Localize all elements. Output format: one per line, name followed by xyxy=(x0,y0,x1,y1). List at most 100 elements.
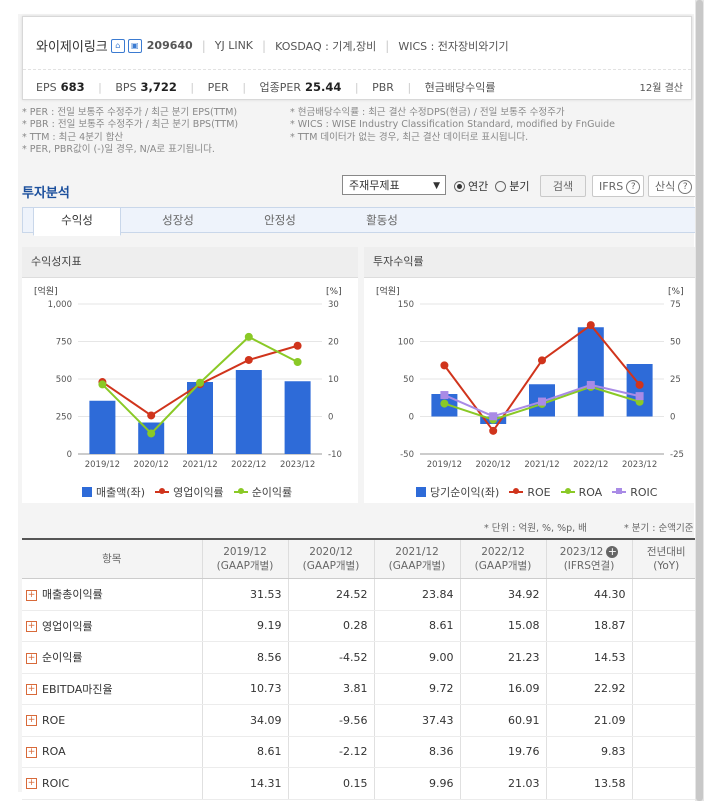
bar xyxy=(138,422,165,454)
chart-legend-left: 매출액(좌) 영업이익률 순이익률 xyxy=(82,484,292,500)
table-cell: 8.61 xyxy=(373,610,460,642)
statement-type-select[interactable]: 주재무제표 ▼ xyxy=(342,175,446,195)
legend-label: 당기순이익(좌) xyxy=(430,486,500,499)
x-tick-label: 2019/12 xyxy=(427,460,462,470)
point-marker xyxy=(489,426,498,435)
expand-icon[interactable]: + xyxy=(26,715,37,727)
table-cell: 8.56 xyxy=(201,641,288,674)
home-icon[interactable]: ⌂ xyxy=(110,38,125,53)
row-label-cell[interactable]: + ROIC xyxy=(22,767,202,800)
company-summary-card: 와이제이링크 ⌂ ▣ 209640 | YJ LINK | KOSDAQ : 기… xyxy=(22,16,692,100)
left-axis-unit: [억원] xyxy=(376,285,400,297)
x-tick-label: 2023/12 xyxy=(280,460,315,470)
table-row: + ROIC 14.31 0.15 9.96 21.03 13.58 xyxy=(22,767,700,800)
right-axis-unit: [%] xyxy=(668,287,684,297)
row-label-cell[interactable]: + ROE xyxy=(22,704,202,737)
chart-legend-right: 당기순이익(좌) ROE ROA ROIC xyxy=(416,484,657,500)
column-header: 2021/12 (GAAP개별) xyxy=(373,538,460,579)
table-cell: 15.08 xyxy=(459,610,546,642)
row-label: 영업이익률 xyxy=(42,619,93,633)
row-label-cell[interactable]: + 영업이익률 xyxy=(22,610,202,642)
expand-icon[interactable]: + xyxy=(26,746,37,758)
legend-swatch-bar xyxy=(82,487,92,497)
note: * PBR : 전일 보통주 수정주가 / 최근 분기 BPS(TTM) xyxy=(22,119,239,131)
add-column-icon[interactable]: + xyxy=(606,545,619,558)
tab-growth[interactable]: 성장성 xyxy=(162,213,194,227)
x-tick-label: 2019/12 xyxy=(85,460,120,470)
radio-annual[interactable] xyxy=(454,180,465,192)
scrollbar-thumb[interactable] xyxy=(696,0,703,801)
column-header: 2019/12 (GAAP개별) xyxy=(201,538,288,579)
question-icon: ? xyxy=(626,180,641,194)
column-header: 2022/12 (GAAP개별) xyxy=(459,538,546,579)
table-cell: 21.03 xyxy=(459,767,546,800)
industry-per-value: 25.44 xyxy=(305,80,342,94)
table-cell: -2.12 xyxy=(287,736,374,768)
search-button[interactable]: 검색 xyxy=(540,175,586,197)
x-tick-label: 2022/12 xyxy=(231,460,266,470)
expand-icon[interactable]: + xyxy=(26,778,37,790)
tab-profitability[interactable]: 수익성 xyxy=(33,207,121,236)
row-label-cell[interactable]: + EBITDA마진율 xyxy=(22,673,202,705)
tab-stability[interactable]: 안정성 xyxy=(264,213,296,227)
table-cell: 9.19 xyxy=(201,610,288,642)
row-label-cell[interactable]: + ROA xyxy=(22,736,202,768)
dividend-yield-label: 현금배당수익률 xyxy=(424,81,496,94)
table-cell xyxy=(631,767,700,800)
row-label-cell[interactable]: + 순이익률 xyxy=(22,641,202,674)
period-radio-group: 연간 분기 xyxy=(454,175,530,197)
eps-value: 683 xyxy=(60,80,85,94)
radio-annual-label: 연간 xyxy=(468,180,489,193)
point-marker xyxy=(635,380,644,389)
column-header: 2020/12 (GAAP개별) xyxy=(287,538,374,579)
table-header-row: 항목 2019/12 (GAAP개별) 2020/12 (GAAP개별) 2021/… xyxy=(22,538,700,579)
formula-button[interactable]: 산식? xyxy=(648,175,700,197)
table-row: + EBITDA마진율 10.73 3.81 9.72 16.09 22.92 xyxy=(22,673,700,705)
table-cell: 22.92 xyxy=(545,673,632,705)
legend-label: 순이익률 xyxy=(251,486,293,499)
left-tick-label: 250 xyxy=(56,413,72,423)
radio-quarter[interactable] xyxy=(495,180,507,192)
column-header: 전년대비 (YoY) xyxy=(631,538,700,579)
table-row: + 영업이익률 9.19 0.28 8.61 15.08 18.87 xyxy=(22,610,700,642)
expand-icon[interactable]: + xyxy=(26,684,37,696)
divider: | xyxy=(385,38,390,53)
bar xyxy=(235,370,262,454)
legend-label: 영업이익률 xyxy=(173,486,224,499)
legend-label: 매출액(좌) xyxy=(96,486,146,499)
vertical-scrollbar[interactable] xyxy=(695,0,704,801)
left-tick-label: 0 xyxy=(67,450,72,460)
table-cell: 13.58 xyxy=(545,767,632,800)
formula-label: 산식 xyxy=(655,180,676,193)
tab-activity[interactable]: 활동성 xyxy=(366,213,398,227)
row-label-cell[interactable]: + 매출총이익률 xyxy=(22,578,202,611)
table-cell: 14.31 xyxy=(201,767,288,800)
table-cell: 8.61 xyxy=(201,736,288,768)
left-tick-label: 50 xyxy=(403,375,414,385)
section-title: 투자분석 xyxy=(22,186,70,201)
x-tick-label: 2021/12 xyxy=(182,460,217,470)
expand-icon[interactable]: + xyxy=(26,652,37,664)
quarter-note: * 분기 : 순액기준 xyxy=(624,523,694,534)
table-cell: 19.76 xyxy=(459,736,546,768)
bar xyxy=(89,400,116,454)
row-label: ROIC xyxy=(42,776,70,790)
investment-return-chart-panel: 투자수익률 [억원] [%] -50 0 50 100 150 -25 0 25 50 75 2019/… xyxy=(364,247,700,503)
expand-icon[interactable]: + xyxy=(26,589,37,601)
bar xyxy=(577,327,604,417)
building-icon[interactable]: ▣ xyxy=(127,38,142,53)
row-label: EBITDA마진율 xyxy=(42,682,113,696)
ifrs-button[interactable]: IFRS? xyxy=(592,175,644,197)
table-cell xyxy=(631,736,700,768)
point-marker xyxy=(538,356,546,365)
table-cell xyxy=(631,578,700,611)
table-cell: 14.53 xyxy=(545,641,632,674)
point-marker xyxy=(293,358,302,367)
divider: | xyxy=(262,38,267,53)
point-marker xyxy=(147,411,156,420)
expand-icon[interactable]: + xyxy=(26,621,37,633)
right-tick-label: 50 xyxy=(670,338,681,348)
note: * TTM : 최근 4분기 합산 xyxy=(22,131,124,143)
note: * PER, PBR값이 (-)일 경우, N/A로 표기됩니다. xyxy=(22,144,215,156)
left-tick-label: 750 xyxy=(56,338,72,348)
